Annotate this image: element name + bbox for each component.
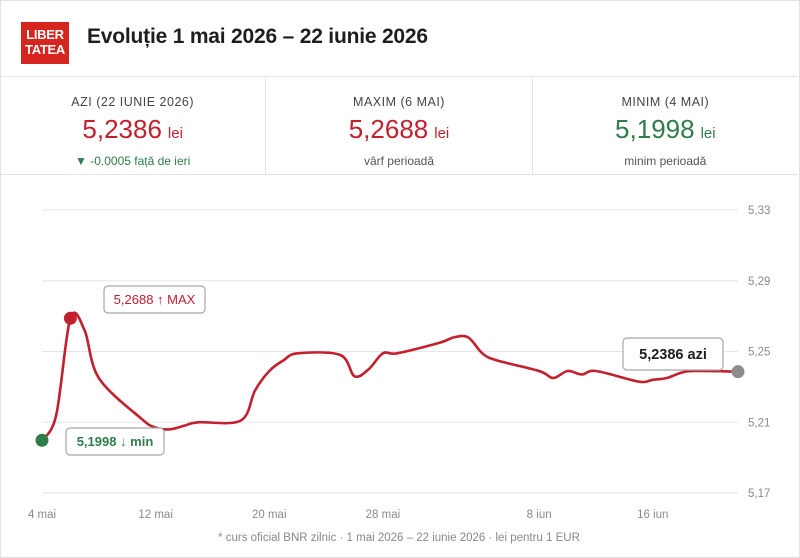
- max-point: [63, 311, 77, 325]
- stat-min-label: MINIM (4 MAI): [621, 95, 710, 109]
- y-tick-label: 5,33: [748, 205, 770, 217]
- stat-today-value-row: 5,2386 lei: [0, 115, 265, 148]
- stat-min: MINIM (4 MAI) 5,1998 lei minim perioadă: [531, 77, 798, 174]
- x-tick-label: 12 mai: [138, 509, 173, 521]
- x-axis-labels: 4 mai 12 mai 20 mai 28 mai 8 iun 16 iun: [28, 509, 669, 521]
- today-callout: 5,2386 azi: [622, 337, 724, 371]
- stat-max-value-row: 5,2688 lei: [266, 115, 531, 148]
- stat-min-unit: lei: [700, 125, 716, 142]
- stats-row: AZI (22 IUNIE 2026) 5,2386 lei ▼ -0.0005 …: [0, 77, 798, 175]
- x-tick-label: 28 mai: [366, 509, 401, 521]
- annotations-layer: 5,2688 ↑ MAX 5,1998 ↓ min 5,2386 azi: [65, 285, 724, 456]
- stat-max-unit: lei: [434, 125, 450, 142]
- page-title: Evoluție 1 mai 2026 – 22 iunie 2026: [87, 25, 428, 48]
- max-callout-label: 5,2688 ↑ MAX: [114, 292, 196, 307]
- libertatea-logo[interactable]: LIBER TATEA: [21, 22, 69, 64]
- chart-footnote: * curs oficial BNR zilnic · 1 mai 2026 –…: [218, 532, 580, 544]
- grid-layer: [42, 209, 738, 494]
- stat-max-label: MAXIM (6 MAI): [353, 95, 445, 109]
- stat-min-value: 5,1998: [615, 114, 695, 144]
- stat-today: AZI (22 IUNIE 2026) 5,2386 lei ▼ -0.0005 …: [0, 77, 265, 174]
- stat-max-value: 5,2688: [348, 114, 429, 144]
- x-tick-label: 4 mai: [28, 509, 56, 521]
- min-callout-box: [65, 427, 165, 456]
- x-tick-label: 16 iun: [637, 509, 668, 521]
- stat-today-change: ▼ -0.0005 față de ieri: [75, 154, 191, 168]
- y-tick-label: 5,29: [748, 276, 770, 288]
- y-tick-label: 5,17: [748, 488, 770, 500]
- series-line: [40, 311, 740, 442]
- today-callout-label: 5,2386 azi: [639, 347, 707, 363]
- max-callout: 5,2688 ↑ MAX: [103, 285, 206, 314]
- y-axis-labels: 5,17 5,21 5,25 5,29 5,33: [748, 205, 770, 500]
- y-tick-label: 5,25: [748, 347, 770, 359]
- stat-min-caption: minim perioadă: [624, 154, 707, 168]
- stat-today-unit: lei: [167, 125, 183, 142]
- stat-today-value: 5,2386: [82, 114, 162, 144]
- today-callout-box: [622, 337, 724, 371]
- stat-max-caption: vârf perioadă: [363, 154, 435, 168]
- logo-line-2: TATEA: [25, 42, 65, 57]
- stat-today-label: AZI (22 IUNIE 2026): [71, 95, 195, 109]
- highlight-points: [35, 311, 745, 447]
- exchange-rate-line-chart: 5,17 5,21 5,25 5,29 5,33 4 mai 12 mai 20 mai 28…: [28, 205, 770, 521]
- y-tick-label: 5,21: [748, 417, 770, 429]
- header: LIBER TATEA Evoluție 1 mai 2026 – 22 iun…: [0, 0, 798, 77]
- today-point: [731, 365, 745, 379]
- min-callout: 5,1998 ↓ min: [65, 427, 165, 456]
- min-point: [35, 433, 49, 447]
- min-callout-label: 5,1998 ↓ min: [77, 434, 154, 449]
- logo-line-1: LIBER: [26, 27, 64, 42]
- stat-min-value-row: 5,1998 lei: [533, 115, 798, 148]
- x-tick-label: 8 iun: [527, 509, 552, 521]
- stat-max: MAXIM (6 MAI) 5,2688 lei vârf perioadă: [265, 77, 531, 174]
- max-callout-box: [103, 285, 206, 314]
- x-tick-label: 20 mai: [252, 509, 287, 521]
